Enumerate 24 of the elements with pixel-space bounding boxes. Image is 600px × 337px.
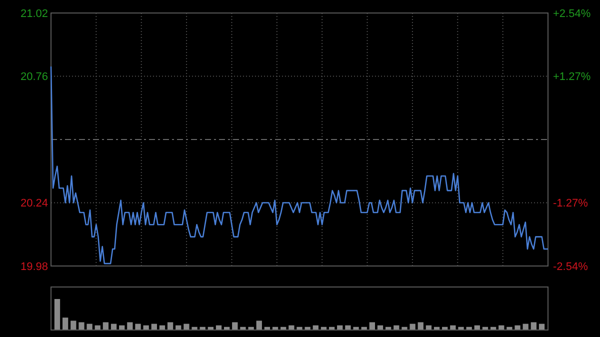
- y2-tick-label: +2.54%: [553, 8, 591, 20]
- y2-tick-label: -1.27%: [553, 198, 588, 210]
- y-tick-label: 19.98: [20, 260, 48, 273]
- bar: [184, 324, 190, 330]
- line-series: [50, 66, 549, 264]
- bar: [288, 325, 294, 330]
- bar: [450, 325, 456, 330]
- y-tick-label: 20.76: [20, 71, 48, 84]
- bar: [86, 324, 92, 330]
- bar: [410, 324, 416, 330]
- y-tick-label: 21.02: [20, 8, 48, 20]
- bar: [135, 324, 141, 330]
- bar: [78, 322, 84, 330]
- bar: [143, 325, 149, 330]
- bar: [256, 320, 262, 330]
- bar: [54, 299, 60, 330]
- y-tick-label: 20.24: [20, 198, 48, 210]
- bar: [62, 318, 68, 330]
- bar: [127, 322, 133, 330]
- y2-tick-label: -2.54%: [553, 260, 588, 273]
- bar: [345, 325, 351, 330]
- y2-tick-label: +1.27%: [553, 71, 591, 84]
- bar: [70, 320, 76, 330]
- bar: [514, 325, 520, 330]
